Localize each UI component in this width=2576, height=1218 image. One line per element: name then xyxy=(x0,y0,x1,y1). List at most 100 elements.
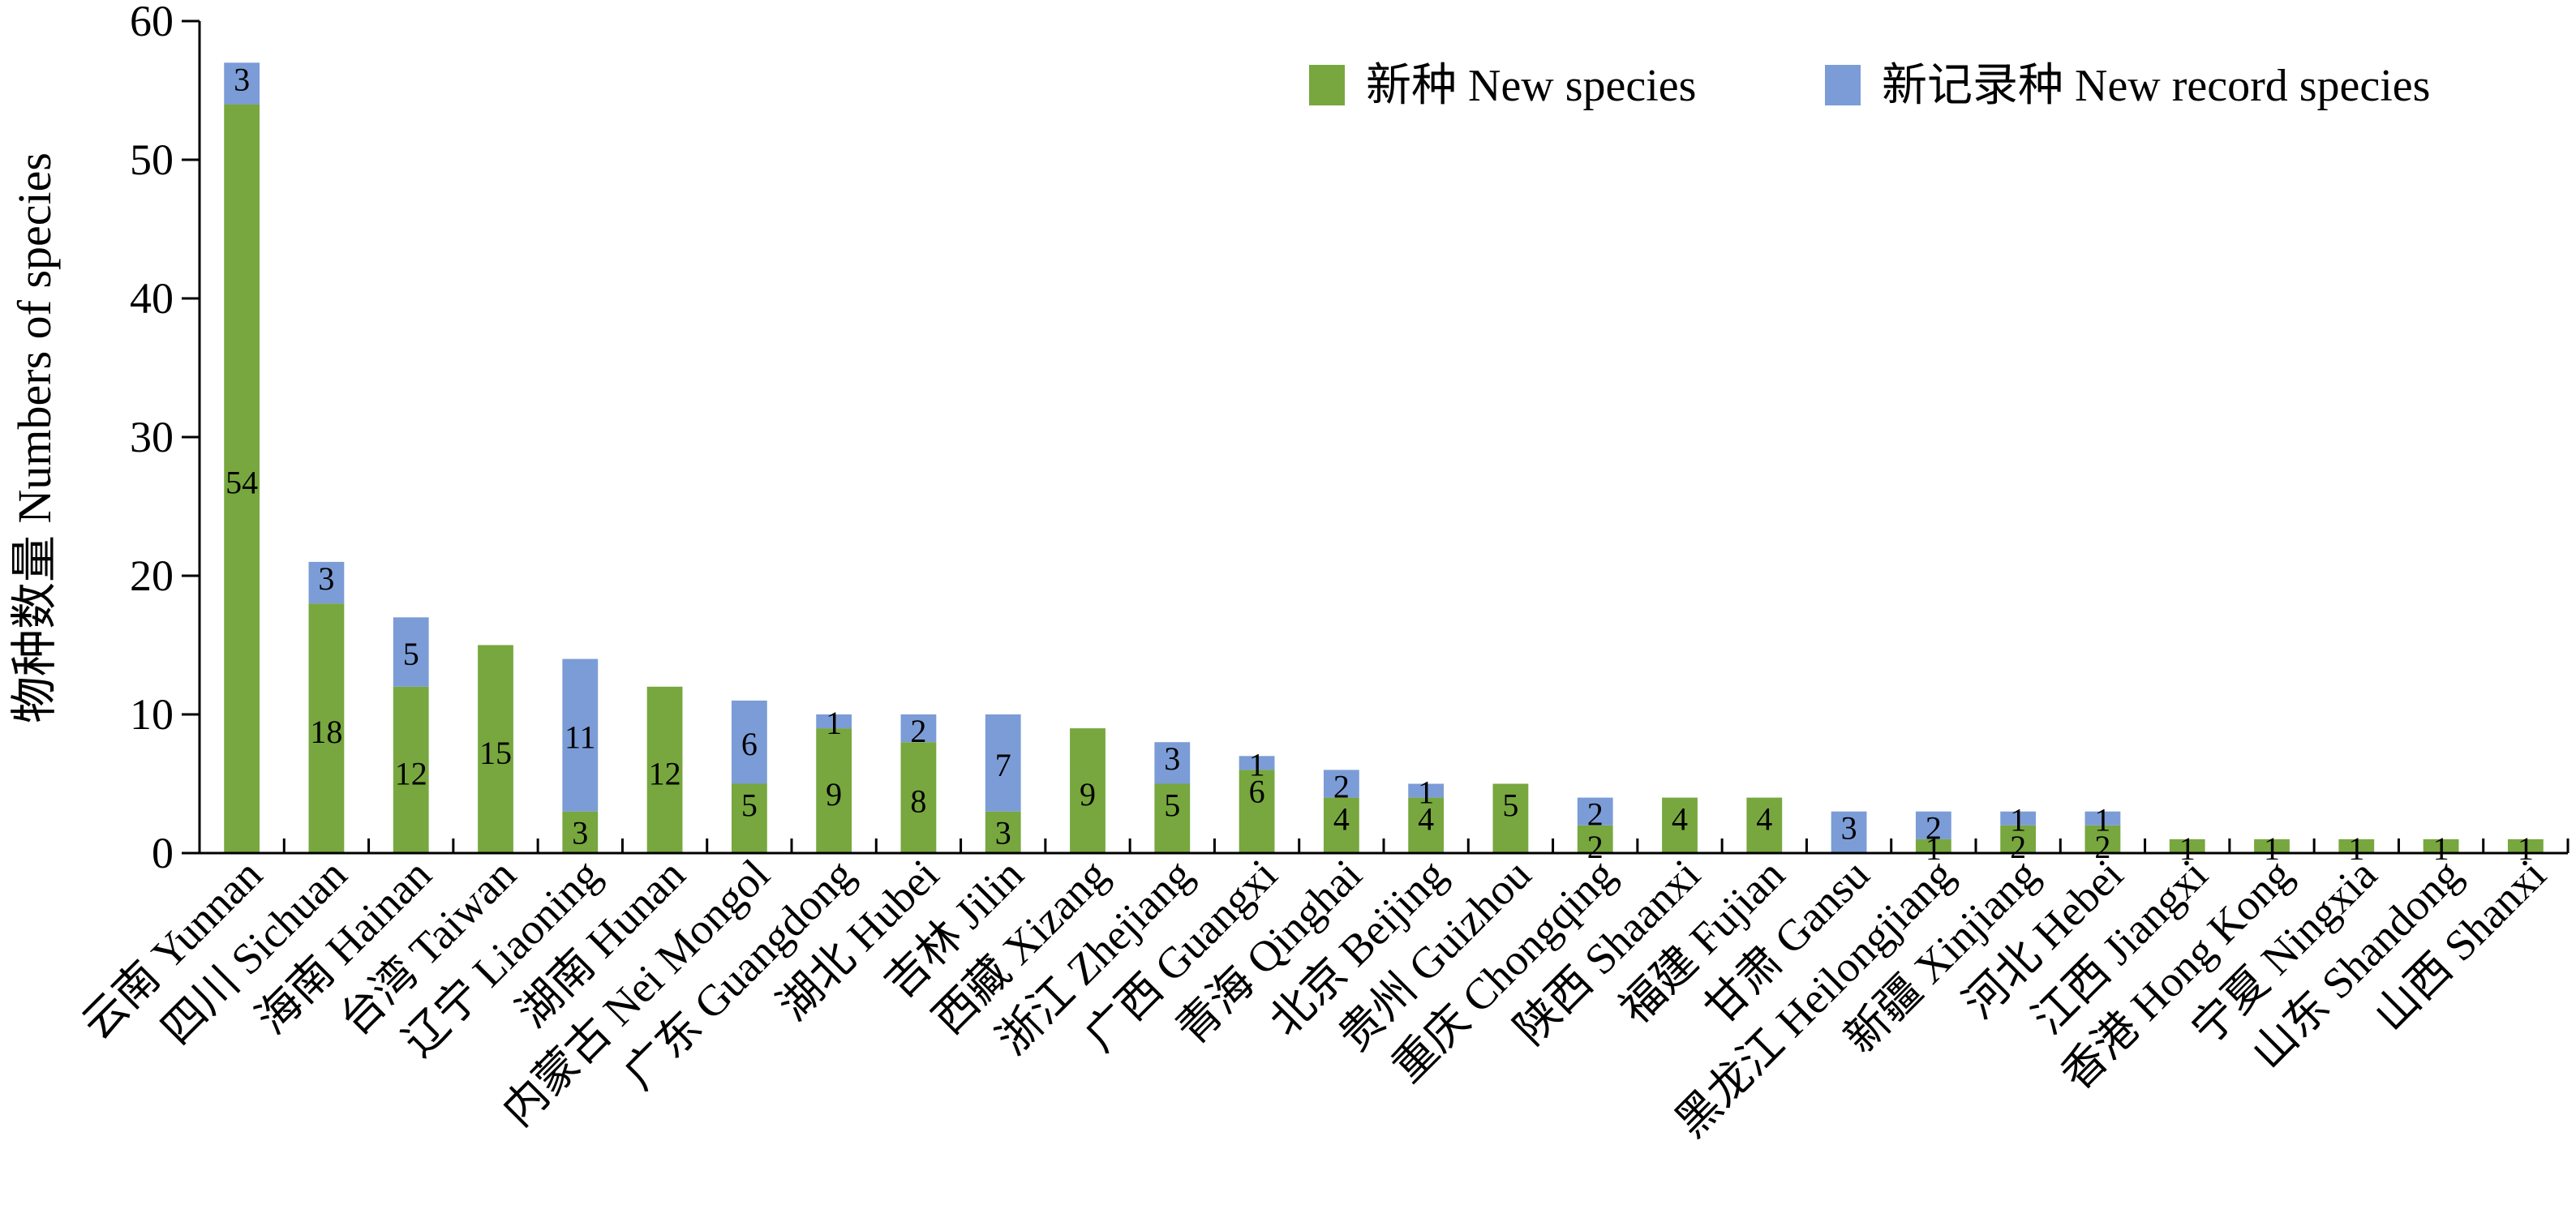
data-label-new-record-species: 1 xyxy=(1249,746,1265,783)
data-label-new-species: 2 xyxy=(2094,829,2110,865)
bar-new-record-species xyxy=(308,561,345,604)
data-label-new-species: 1 xyxy=(2179,830,2196,867)
bar-new-record-species xyxy=(393,617,429,687)
y-tick-label: 20 xyxy=(130,551,174,600)
data-label-new-record-species: 2 xyxy=(1926,810,1942,847)
data-label-new-species: 5 xyxy=(741,787,758,824)
data-label-new-record-species: 1 xyxy=(2094,802,2110,838)
data-label-new-record-species: 3 xyxy=(1164,740,1180,777)
y-tick-label: 40 xyxy=(130,274,174,323)
bar-new-species xyxy=(2084,825,2121,853)
bar-new-record-species xyxy=(224,62,260,105)
bar-new-species xyxy=(1070,728,1106,853)
bar-new-species xyxy=(1323,797,1359,853)
y-tick-label: 30 xyxy=(130,413,174,461)
bar-new-species xyxy=(2169,838,2205,853)
data-label-new-species: 12 xyxy=(649,755,681,791)
data-label-new-record-species: 3 xyxy=(318,560,334,597)
data-label-new-species: 18 xyxy=(310,714,342,750)
data-label-new-species: 8 xyxy=(910,783,926,820)
bar-new-species xyxy=(2423,838,2459,853)
bar-new-species xyxy=(985,811,1021,853)
data-label-new-record-species: 7 xyxy=(995,747,1011,783)
data-label-new-species: 4 xyxy=(1672,801,1688,838)
data-label-new-record-species: 5 xyxy=(403,636,419,672)
bar-new-record-species xyxy=(900,714,937,743)
data-label-new-species: 2 xyxy=(2010,829,2026,865)
y-tick-label: 60 xyxy=(130,0,174,45)
data-label-new-record-species: 1 xyxy=(1418,774,1434,811)
bar-new-species xyxy=(224,104,260,854)
bar-new-species xyxy=(308,603,345,853)
data-label-new-species: 1 xyxy=(1926,830,1942,867)
data-label-new-species: 2 xyxy=(1587,829,1604,865)
data-label-new-species: 4 xyxy=(1756,801,1772,838)
data-label-new-species: 3 xyxy=(995,815,1011,851)
legend-swatch xyxy=(1825,65,1861,105)
y-tick-label: 50 xyxy=(130,135,174,184)
data-label-new-species: 6 xyxy=(1249,773,1265,809)
bar-new-record-species xyxy=(731,700,767,784)
bar-new-species xyxy=(1492,783,1529,853)
bar-new-record-species xyxy=(2084,811,2121,826)
data-label-new-species: 9 xyxy=(1080,776,1096,813)
data-label-new-species: 12 xyxy=(395,755,427,791)
bar-new-species xyxy=(2254,838,2290,853)
bar-new-species xyxy=(1915,838,1951,853)
bar-new-record-species xyxy=(1577,797,1613,826)
bar-new-species xyxy=(2338,838,2375,853)
data-label-new-species: 5 xyxy=(1502,787,1518,824)
legend: 新种 New species 新记录种 New record species xyxy=(1309,61,2430,111)
bar-new-record-species xyxy=(562,658,599,812)
data-label-new-record-species: 3 xyxy=(234,61,250,97)
bar-new-species xyxy=(1577,825,1613,853)
data-label-new-record-species: 2 xyxy=(1587,796,1604,833)
y-tick-label: 0 xyxy=(152,829,174,877)
bar-new-species xyxy=(478,645,513,853)
data-label-new-record-species: 2 xyxy=(910,713,926,749)
data-label-new-species: 15 xyxy=(479,735,512,771)
data-label-new-record-species: 2 xyxy=(1333,768,1350,804)
data-label-new-species: 1 xyxy=(2264,830,2280,867)
bar-new-record-species xyxy=(1915,811,1951,839)
bar-new-species xyxy=(2507,838,2544,853)
bar-new-species xyxy=(562,811,599,853)
bar-new-species xyxy=(2000,825,2037,853)
data-label-new-record-species: 6 xyxy=(741,726,758,762)
data-label-new-species: 1 xyxy=(2518,830,2534,867)
bars xyxy=(224,62,2544,854)
bar-new-record-species xyxy=(1323,770,1359,798)
y-axis: 0 10 20 30 40 50 60 xyxy=(130,0,201,877)
y-axis-label: 物种数量 Numbers of species xyxy=(8,152,61,723)
data-label-new-species: 1 xyxy=(2433,830,2449,867)
bar-new-record-species xyxy=(2000,811,2037,826)
legend-swatch xyxy=(1309,65,1345,105)
bar-new-species xyxy=(646,686,683,853)
data-label-new-record-species: 3 xyxy=(1841,810,1857,847)
bar-new-record-species xyxy=(1239,756,1275,770)
legend-label: 新种 New species xyxy=(1366,61,1696,111)
bar-new-species xyxy=(1662,797,1698,853)
bar-new-species xyxy=(393,686,429,853)
bar-new-record-species xyxy=(1408,783,1445,798)
data-label-new-record-species: 11 xyxy=(565,719,596,756)
legend-label: 新记录种 New record species xyxy=(1882,61,2430,111)
data-label-new-species: 5 xyxy=(1164,787,1180,824)
data-label-new-species: 54 xyxy=(225,464,258,500)
bar-new-record-species xyxy=(816,714,852,729)
data-label-new-species: 4 xyxy=(1333,801,1350,838)
bar-new-species xyxy=(816,728,852,853)
bar-new-species xyxy=(1408,797,1445,853)
data-label-new-species: 3 xyxy=(572,815,588,851)
x-axis xyxy=(198,838,2570,855)
data-label-new-record-species: 1 xyxy=(2010,802,2026,838)
bar-new-species xyxy=(731,783,767,853)
bar-new-species xyxy=(1154,783,1191,853)
data-label-new-species: 9 xyxy=(826,776,842,813)
data-label-new-record-species: 1 xyxy=(826,705,842,741)
data-label-new-species: 4 xyxy=(1418,801,1434,838)
bar-new-record-species xyxy=(1831,811,1867,853)
